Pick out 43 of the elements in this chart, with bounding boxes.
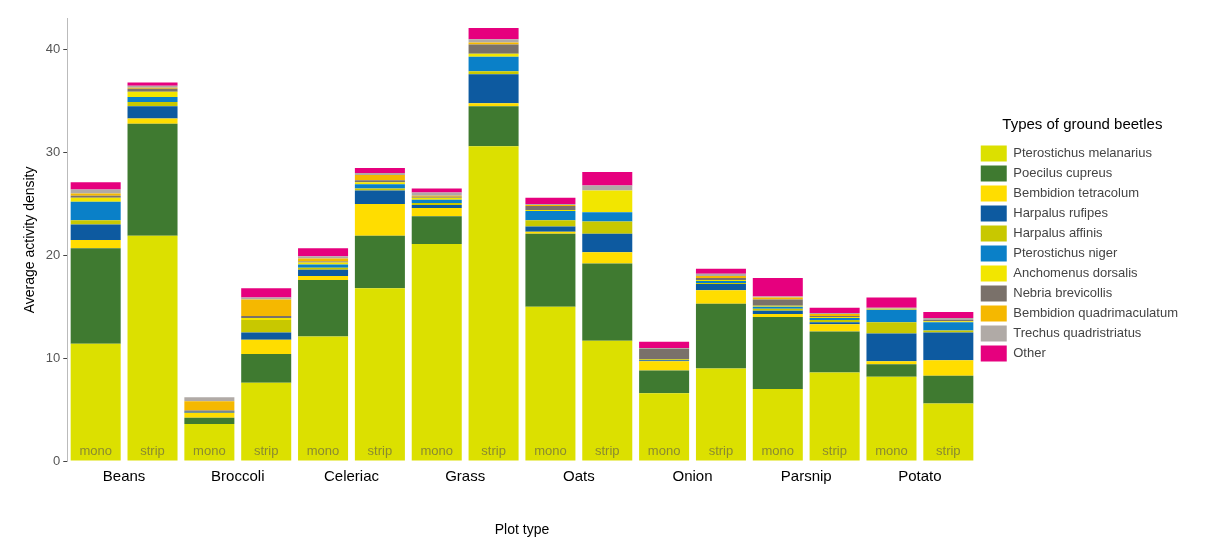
y-tick-label: 20 bbox=[45, 246, 61, 262]
x-tick-label: mono bbox=[875, 443, 908, 459]
x-tick-label: mono bbox=[79, 443, 112, 459]
x-axis-title: Plot type bbox=[494, 520, 550, 537]
x-tick-label: mono bbox=[534, 443, 567, 459]
text: Grass bbox=[445, 466, 486, 484]
text: Onion bbox=[672, 466, 713, 484]
x-tick-label: strip bbox=[936, 443, 961, 459]
text: Parsnip bbox=[780, 466, 832, 484]
text: Potato bbox=[898, 466, 942, 484]
legend-label: Pterostichus melanarius bbox=[1013, 145, 1153, 161]
text: Oats bbox=[563, 466, 595, 484]
x-tick-label: strip bbox=[708, 443, 734, 459]
x-tick-label: mono bbox=[647, 443, 681, 459]
x-tick-label: mono bbox=[761, 443, 795, 459]
legend-label: Harpalus affinis bbox=[1013, 225, 1104, 241]
x-tick-label: strip bbox=[253, 443, 279, 459]
legend-label: Anchomenus dorsalis bbox=[1013, 265, 1139, 281]
x-tick-label: strip bbox=[481, 443, 506, 459]
legend-title: Types of ground beetles bbox=[1002, 115, 1163, 133]
legend-label: Trechus quadristriatus bbox=[1013, 325, 1142, 341]
x-tick-label: strip bbox=[367, 443, 393, 459]
x-tick-label: strip bbox=[822, 443, 847, 459]
y-axis-title: Average activity density bbox=[21, 166, 38, 314]
legend-label: Nebria brevicollis bbox=[1013, 285, 1113, 301]
legend-label: Bembidion tetracolum bbox=[1013, 185, 1139, 201]
y-tick-label: 30 bbox=[45, 144, 61, 160]
text: Beans bbox=[102, 466, 146, 484]
x-tick-label: mono bbox=[193, 443, 226, 459]
y-tick-label: 10 bbox=[45, 349, 61, 365]
y-tick-label: 40 bbox=[45, 41, 61, 57]
x-tick-label: strip bbox=[594, 443, 620, 459]
y-tick-label: 0 bbox=[53, 452, 61, 468]
x-tick-label: mono bbox=[420, 443, 453, 459]
legend-label: Harpalus rufipes bbox=[1013, 205, 1109, 221]
legend-label: Poecilus cupreus bbox=[1013, 165, 1113, 181]
text: Celeriac bbox=[323, 466, 380, 484]
legend-label: Pterostichus niger bbox=[1013, 245, 1118, 261]
text: Broccoli bbox=[211, 466, 265, 484]
legend-label: Other bbox=[1013, 345, 1047, 361]
x-tick-label: strip bbox=[140, 443, 165, 459]
legend-label: Bembidion quadrimaculatum bbox=[1013, 305, 1179, 321]
x-tick-label: mono bbox=[306, 443, 340, 459]
